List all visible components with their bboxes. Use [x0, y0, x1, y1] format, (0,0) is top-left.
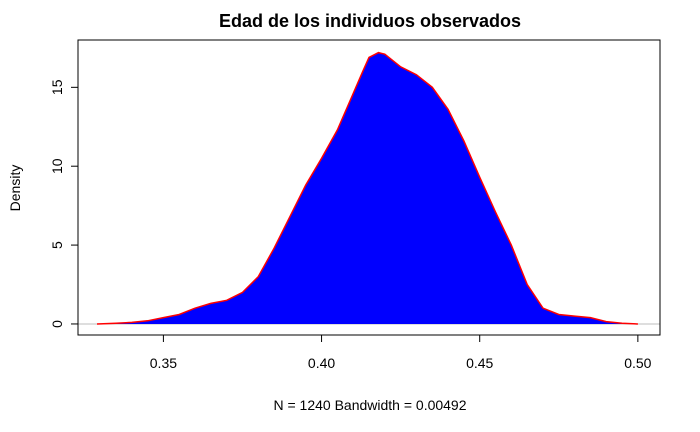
x-axis: 0.35 0.40 0.45 0.50: [150, 334, 652, 371]
y-tick-label: 10: [49, 158, 65, 174]
y-axis-label: Density: [7, 165, 23, 212]
x-tick-label: 0.35: [150, 355, 177, 371]
density-fill: [97, 52, 638, 324]
x-axis-label: N = 1240 Bandwidth = 0.00492: [273, 397, 466, 413]
y-axis: 0 5 10 15: [49, 79, 79, 328]
x-tick-label: 0.45: [466, 355, 493, 371]
y-tick-label: 0: [49, 320, 65, 328]
y-tick-label: 5: [49, 241, 65, 249]
y-tick-label: 15: [49, 79, 65, 95]
plot-area: [78, 51, 660, 325]
chart-title: Edad de los individuos observados: [219, 11, 521, 31]
density-line: [96, 51, 638, 325]
x-tick-label: 0.40: [308, 355, 335, 371]
x-tick-label: 0.50: [624, 355, 651, 371]
